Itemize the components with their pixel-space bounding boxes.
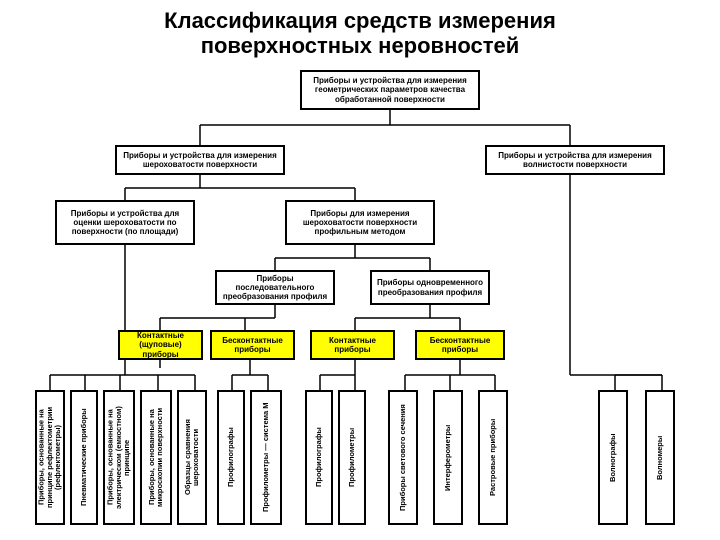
node-c1: Контактные (щуповые) приборы: [118, 330, 203, 360]
title-l2: поверхностных неровностей: [201, 33, 520, 58]
leaf-v13: Волнографы: [598, 390, 628, 525]
node-l1b: Приборы и устройства для измерения волни…: [485, 145, 665, 175]
leaf-v12: Растровые приборы: [478, 390, 508, 525]
node-root: Приборы и устройства для измерения геоме…: [300, 70, 480, 110]
leaf-v9: Профилометры: [338, 390, 366, 525]
leaf-v8: Профилографы: [305, 390, 333, 525]
leaf-v11: Интерферометры: [433, 390, 463, 525]
node-c3: Контактные приборы: [310, 330, 395, 360]
page-title: Классификация средств измерения поверхно…: [0, 8, 720, 59]
node-c4: Бесконтактные приборы: [415, 330, 505, 360]
leaf-v1: Приборы, основанные на принципе рефлекто…: [35, 390, 65, 525]
leaf-v3: Приборы, основанные на электрическом (ем…: [103, 390, 135, 525]
leaf-v10: Приборы светового сечения: [388, 390, 418, 525]
node-l3a: Приборы последовательного преобразования…: [215, 270, 335, 305]
node-l2b: Приборы для измерения шероховатости пове…: [285, 200, 435, 245]
title-l1: Классификация средств измерения: [164, 8, 556, 33]
leaf-v6: Профилографы: [217, 390, 245, 525]
leaf-v5: Образцы сравнения шероховатости: [177, 390, 207, 525]
leaf-v2: Пневматические приборы: [70, 390, 98, 525]
leaf-v4: Приборы, основанные на микроскопии повер…: [140, 390, 172, 525]
node-l3b: Приборы одновременного преобразования пр…: [370, 270, 490, 305]
leaf-v14: Волномеры: [645, 390, 675, 525]
node-c2: Бесконтактные приборы: [210, 330, 295, 360]
node-l2a: Приборы и устройства для оценки шерохова…: [55, 200, 195, 245]
leaf-v7: Профилометры — система М: [250, 390, 282, 525]
node-l1a: Приборы и устройства для измерения шерох…: [115, 145, 285, 175]
